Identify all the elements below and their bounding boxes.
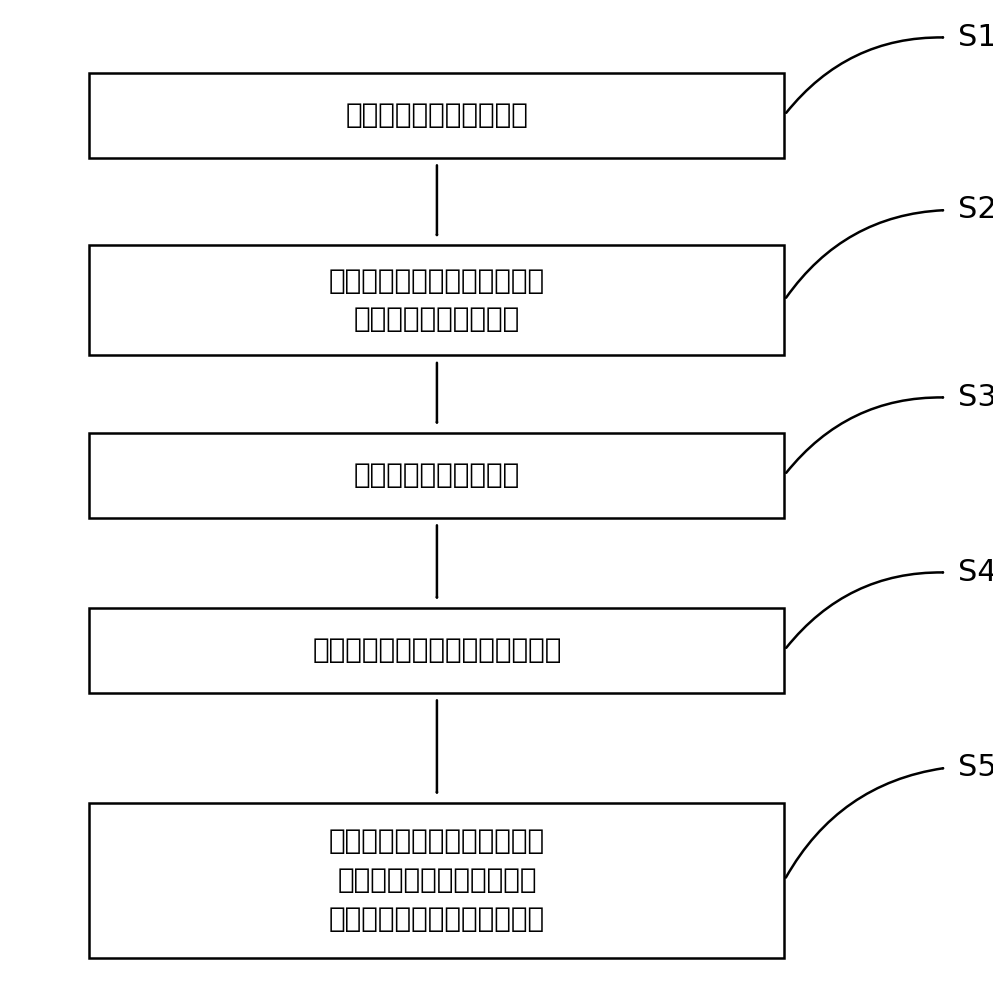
- Text: 获取短流程产线的新产品开发数据: 获取短流程产线的新产品开发数据: [312, 636, 562, 664]
- FancyArrowPatch shape: [786, 37, 943, 113]
- FancyBboxPatch shape: [89, 432, 784, 518]
- Text: 根据所述短流程产线数据库和
所述新产品开发数据对所述
短流程产线进行在线反馈控制: 根据所述短流程产线数据库和 所述新产品开发数据对所述 短流程产线进行在线反馈控制: [329, 827, 545, 933]
- Text: 根据所述短流程产线历史数据
建立短流程产线数据库: 根据所述短流程产线历史数据 建立短流程产线数据库: [329, 266, 545, 334]
- FancyBboxPatch shape: [89, 802, 784, 958]
- Text: S2: S2: [958, 196, 993, 225]
- FancyArrowPatch shape: [786, 572, 943, 648]
- FancyBboxPatch shape: [89, 73, 784, 157]
- Text: S4: S4: [958, 558, 993, 587]
- FancyArrowPatch shape: [785, 768, 943, 878]
- Text: 细化制造系统冶金规范: 细化制造系统冶金规范: [354, 461, 520, 489]
- FancyArrowPatch shape: [786, 397, 943, 473]
- Text: S1: S1: [958, 23, 993, 52]
- FancyArrowPatch shape: [786, 210, 943, 298]
- FancyBboxPatch shape: [89, 245, 784, 355]
- FancyBboxPatch shape: [89, 607, 784, 692]
- Text: S3: S3: [958, 383, 993, 412]
- Text: 获取短流程产线历史数据: 获取短流程产线历史数据: [346, 101, 528, 129]
- Text: S5: S5: [958, 753, 993, 782]
